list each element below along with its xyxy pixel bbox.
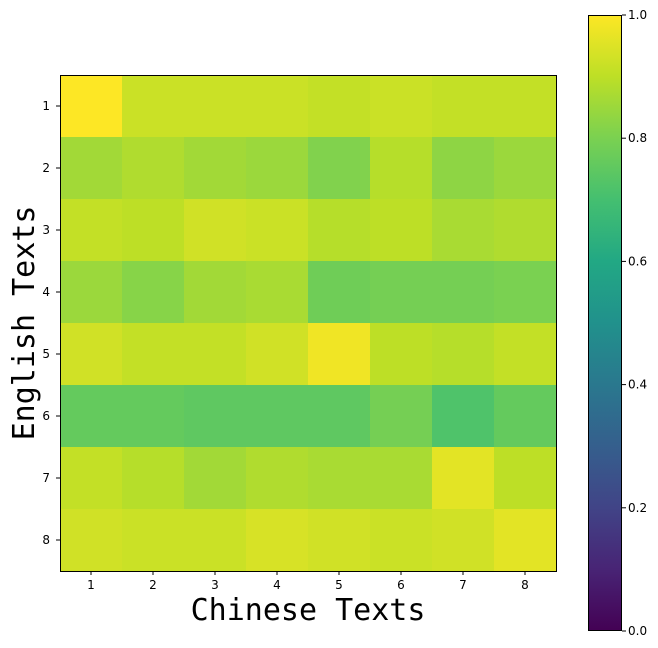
heatmap-cell bbox=[432, 75, 495, 138]
heatmap-cell bbox=[60, 137, 123, 200]
heatmap-cell bbox=[246, 137, 309, 200]
heatmap-cell bbox=[370, 199, 433, 262]
colorbar-tick-label: 0.6 bbox=[628, 254, 647, 268]
heatmap-cell bbox=[184, 323, 247, 386]
heatmap-cell bbox=[494, 447, 557, 510]
x-axis-label: Chinese Texts bbox=[191, 593, 426, 628]
heatmap-cell bbox=[122, 385, 185, 448]
heatmap-cell bbox=[370, 75, 433, 138]
heatmap-cell bbox=[432, 447, 495, 510]
heatmap-cell bbox=[432, 385, 495, 448]
colorbar-tick-label: 1.0 bbox=[628, 8, 647, 22]
heatmap-cell bbox=[246, 447, 309, 510]
colorbar-ticks: 0.0 0.2 0.4 0.6 0.8 1.0 bbox=[622, 8, 647, 638]
y-tick-label: 8 bbox=[42, 533, 50, 547]
heatmap-cell bbox=[308, 261, 371, 324]
heatmap-cell bbox=[494, 199, 557, 262]
x-tick-label: 7 bbox=[459, 578, 467, 592]
heatmap-cell bbox=[122, 261, 185, 324]
colorbar-tick-label: 0.8 bbox=[628, 131, 647, 145]
heatmap-cell bbox=[60, 323, 123, 386]
heatmap-cell bbox=[432, 137, 495, 200]
colorbar-tick-label: 0.2 bbox=[628, 501, 647, 515]
heatmap-cell bbox=[60, 447, 123, 510]
colorbar-frame bbox=[588, 15, 622, 631]
heatmap-cell bbox=[370, 385, 433, 448]
heatmap-cell bbox=[184, 261, 247, 324]
y-tick-label: 5 bbox=[42, 347, 50, 361]
heatmap-cell bbox=[184, 509, 247, 572]
heatmap-cell bbox=[184, 137, 247, 200]
heatmap-cell bbox=[370, 137, 433, 200]
heatmap-cell bbox=[122, 137, 185, 200]
colorbar bbox=[588, 15, 622, 631]
heatmap-cell bbox=[246, 199, 309, 262]
heatmap-cell bbox=[308, 447, 371, 510]
heatmap-cell bbox=[308, 199, 371, 262]
heatmap-cell bbox=[432, 323, 495, 386]
y-tick-label: 6 bbox=[42, 409, 50, 423]
heatmap-cell bbox=[246, 385, 309, 448]
heatmap-cell bbox=[60, 385, 123, 448]
heatmap-cell bbox=[246, 261, 309, 324]
heatmap-cell bbox=[60, 509, 123, 572]
x-tick-label: 8 bbox=[521, 578, 529, 592]
y-tick-label: 7 bbox=[42, 471, 50, 485]
heatmap-cell bbox=[122, 75, 185, 138]
heatmap-cell bbox=[370, 261, 433, 324]
heatmap-cell bbox=[308, 509, 371, 572]
heatmap-cell bbox=[494, 75, 557, 138]
heatmap-cell bbox=[308, 137, 371, 200]
y-axis-ticks: 1 2 3 4 5 6 7 8 bbox=[42, 99, 60, 547]
heatmap-cell bbox=[494, 509, 557, 572]
x-axis-ticks: 1 2 3 4 5 6 7 8 bbox=[87, 571, 529, 592]
heatmap-cell bbox=[184, 447, 247, 510]
colorbar-tick-label: 0.0 bbox=[628, 624, 647, 638]
heatmap-cell bbox=[432, 509, 495, 572]
heatmap-cell bbox=[184, 199, 247, 262]
x-tick-label: 3 bbox=[211, 578, 219, 592]
heatmap-cell bbox=[246, 75, 309, 138]
x-tick-label: 5 bbox=[335, 578, 343, 592]
x-tick-label: 6 bbox=[397, 578, 405, 592]
heatmap-cell bbox=[184, 385, 247, 448]
heatmap-cell bbox=[60, 261, 123, 324]
heatmap-cell bbox=[370, 323, 433, 386]
y-tick-label: 2 bbox=[42, 161, 50, 175]
heatmap-cell bbox=[122, 323, 185, 386]
heatmap-cells bbox=[60, 75, 557, 572]
heatmap-cell bbox=[122, 447, 185, 510]
plot-frame bbox=[60, 75, 557, 572]
heatmap-cell bbox=[494, 385, 557, 448]
heatmap-cell bbox=[246, 323, 309, 386]
heatmap-cell bbox=[370, 447, 433, 510]
colorbar-tick-label: 0.4 bbox=[628, 378, 647, 392]
heatmap-cell bbox=[494, 261, 557, 324]
heatmap-cell bbox=[494, 137, 557, 200]
y-tick-label: 4 bbox=[42, 285, 50, 299]
x-tick-label: 4 bbox=[273, 578, 281, 592]
heatmap-cell bbox=[60, 75, 123, 138]
y-tick-label: 1 bbox=[42, 99, 50, 113]
x-tick-label: 2 bbox=[149, 578, 157, 592]
heatmap-cell bbox=[432, 199, 495, 262]
heatmap-cell bbox=[60, 199, 123, 262]
heatmap-cell bbox=[308, 323, 371, 386]
heatmap-cell bbox=[370, 509, 433, 572]
y-axis-label: English Texts bbox=[7, 206, 42, 441]
heatmap-cell bbox=[122, 199, 185, 262]
heatmap-cell bbox=[494, 323, 557, 386]
heatmap-cell bbox=[432, 261, 495, 324]
x-tick-label: 1 bbox=[87, 578, 95, 592]
heatmap-cell bbox=[308, 385, 371, 448]
heatmap-cell bbox=[308, 75, 371, 138]
y-tick-label: 3 bbox=[42, 223, 50, 237]
heatmap-cell bbox=[246, 509, 309, 572]
heatmap-cell bbox=[122, 509, 185, 572]
heatmap-cell bbox=[184, 75, 247, 138]
